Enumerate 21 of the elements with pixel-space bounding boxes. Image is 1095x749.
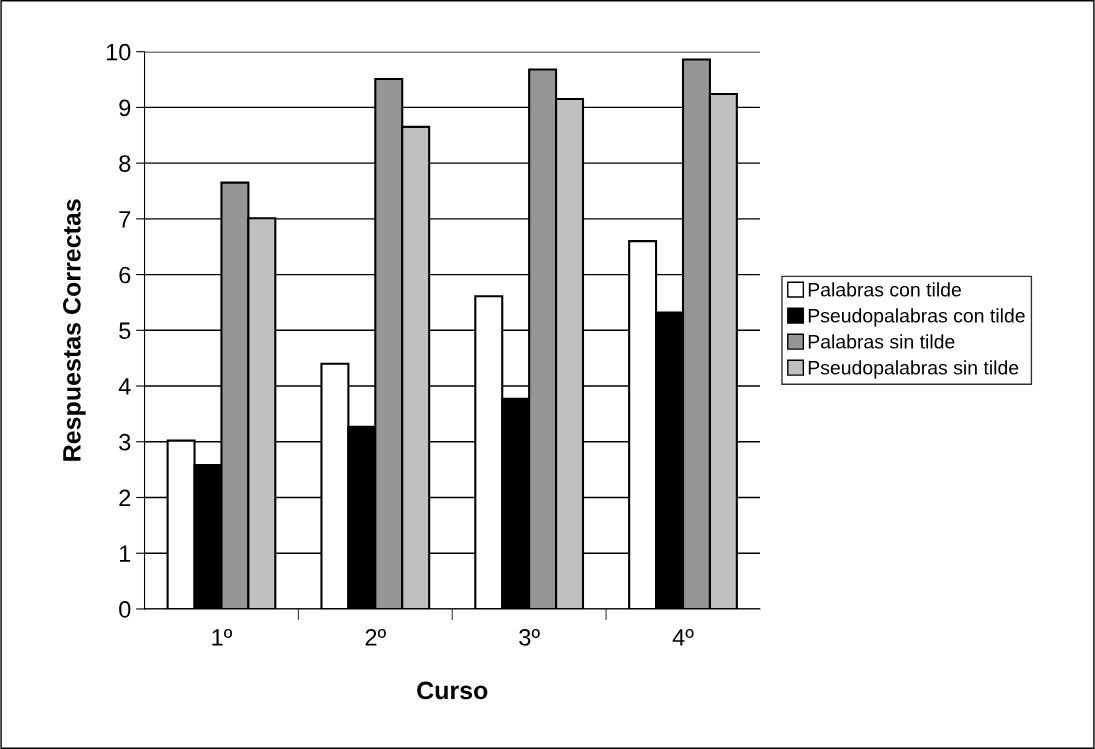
y-tick-label: 4: [118, 378, 131, 395]
y-tick-label: 9: [119, 99, 131, 117]
y-tick-label: 8: [119, 155, 131, 172]
x-tick-label: 3º: [519, 628, 540, 646]
legend-label: Pseudopalabras con tilde: [808, 308, 1025, 327]
y-tick-label: 1: [120, 545, 131, 562]
y-tick-label: 5: [119, 322, 131, 340]
x-tick-label: 1º: [212, 628, 233, 646]
y-tick-label: 10: [106, 43, 131, 61]
y-tick-label: 0: [119, 601, 131, 618]
legend-label: Palabras con tilde: [808, 282, 961, 297]
legend-label: Palabras sin tilde: [808, 334, 955, 349]
y-tick-label: 2: [119, 489, 131, 507]
x-tick-label: 4º: [672, 628, 694, 646]
x-axis-title: Curso: [417, 681, 488, 700]
y-tick-label: 7: [119, 211, 131, 228]
x-tick-label: 2º: [365, 628, 386, 646]
y-tick-label: 3: [119, 433, 131, 451]
legend-label: Pseudopalabras sin tilde: [808, 360, 1019, 379]
y-tick-label: 6: [119, 266, 131, 284]
y-axis-title: Respuestas Correctas: [63, 199, 86, 461]
